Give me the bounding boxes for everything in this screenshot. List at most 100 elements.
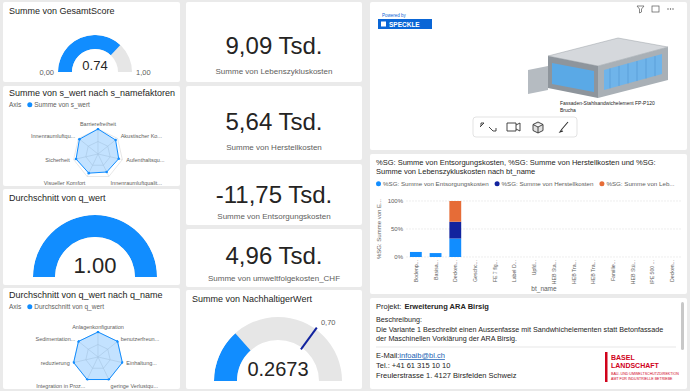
gauge-fill (58, 35, 120, 72)
panel-radar (3, 86, 180, 186)
model-seam (646, 59, 647, 79)
logo-subtext: BAU- UND UMWELTSCHUTZDIREKTION (611, 372, 679, 376)
bar (410, 252, 422, 257)
radar-axis-label: Anlagenkonfiguration (72, 324, 124, 330)
bar (430, 253, 442, 254)
radar-axis-label: Barrierefreiheit (80, 121, 117, 127)
model-label: Fassaden-Stahlsandwichelement FP-P120 (560, 100, 655, 106)
card-label: Summe von Entsorgungskosten (217, 212, 330, 221)
description: Die Variante 1 Beschreibt einen Aussenfa… (376, 325, 663, 343)
text-line: der Maschinellen Vorklärung der ARA Birs… (376, 334, 517, 343)
address: Freulerstrasse 1. 4127 Birsfelden Schwei… (376, 371, 517, 380)
x-tick-label: HEB Tra... (571, 260, 577, 284)
card (186, 86, 362, 160)
dashboard: Summe von GesamtScore0.740,001,00Durchsc… (0, 0, 690, 391)
radar-point (97, 331, 100, 334)
x-tick-label: HEB Tra... (590, 260, 596, 284)
radar-point (121, 361, 124, 364)
panel-project (370, 298, 687, 389)
card (186, 2, 362, 82)
toolbar-camera[interactable] (507, 123, 520, 131)
x-axis-title: bt_name (531, 285, 557, 293)
card-label: Summe von Lebenszykluskosten (216, 67, 333, 76)
toolbar-brush[interactable] (560, 122, 568, 132)
gauge-fill-group (33, 215, 157, 277)
project-title-prefix: Projekt: (376, 302, 401, 311)
logo-text: LANDSCHAFT (611, 362, 660, 369)
model-label: Brucha (560, 107, 576, 113)
viewer-toolbar (473, 117, 577, 137)
bars-group (410, 201, 461, 257)
3d-model (528, 38, 668, 98)
radar-point (72, 361, 75, 364)
chart-title: Summe von NachhaltigerWert (192, 294, 312, 304)
bar (449, 201, 461, 222)
y-tick-label: 50% (391, 226, 404, 232)
email-link[interactable]: infoaib@bl.ch (399, 351, 445, 360)
gauge-fill-group (58, 35, 120, 72)
bar (666, 257, 678, 258)
project-title-name: Erweiterung ARA Birsig (404, 302, 489, 311)
card-label: Summe von umweltfolgekosten_CHF (208, 274, 340, 283)
legend-swatch (599, 181, 604, 186)
radar-point (75, 158, 78, 161)
bar (528, 257, 540, 258)
grid-line (406, 201, 682, 202)
bar (627, 257, 639, 258)
model-seam (637, 61, 638, 81)
bar (489, 257, 501, 258)
legend-swatch (27, 102, 32, 107)
bar (548, 257, 560, 258)
legend-label: %SG: Summe von Herstellkosten (502, 180, 594, 187)
text-line: %SG: Summe von Entsorgungskosten, %SG: S… (376, 158, 656, 167)
gauge-fill-group (214, 333, 251, 381)
scrollbar[interactable] (681, 302, 684, 350)
radar-point (116, 340, 119, 343)
text-line: Die Variante 1 Beschreibt einen Aussenfa… (376, 325, 663, 334)
description-label: Beschreibung: (376, 315, 422, 324)
radar-axis-label: Aufenthaltsqu... (126, 157, 165, 163)
toolbar-expand[interactable] (480, 123, 496, 131)
logo-subtext: AMT FÜR INDUSTRIELLE BETRIEBE (611, 377, 673, 381)
project-title: Projekt:Erweiterung ARA Birsig (376, 302, 489, 311)
more-icon (667, 8, 668, 9)
x-tick-label: HEB Stü... (630, 260, 636, 284)
legend-swatch (495, 181, 500, 186)
email-label: E-Mail: (376, 351, 399, 360)
radar-point (108, 378, 111, 381)
legend-swatch (376, 181, 381, 186)
bar (666, 257, 678, 258)
model-panel (604, 54, 662, 90)
radar-axis-label: Akustischer Ko... (121, 133, 163, 139)
gauge-fill (214, 333, 251, 381)
radar-point (86, 378, 89, 381)
chart-title: Summe von s_wert nach s_namefaktoren (9, 88, 175, 98)
bar (627, 257, 639, 258)
panel-radar (3, 288, 180, 389)
model-seam (619, 66, 620, 86)
bar (509, 257, 521, 258)
chart-title: %SG: Summe von Entsorgungskosten, %SG: S… (376, 158, 656, 176)
text-line: Summe von Lebenszykluskosten nach bt_nam… (376, 167, 535, 176)
radar-series-group (72, 331, 123, 381)
legend-label: %SG: Summe von Leb... (606, 180, 674, 187)
radar-axis-label: Sicherheit (45, 157, 70, 163)
card (186, 229, 362, 287)
bar (568, 257, 580, 258)
legend-label: Durchschnitt von q_wert (34, 303, 104, 311)
bar (587, 257, 599, 258)
x-tick-label: Upfd... (531, 260, 537, 275)
x-tick-label: Decken... (669, 260, 675, 282)
badge-logo (381, 22, 386, 27)
radar-point (87, 172, 90, 175)
x-tick-label: IPE 500 ... (649, 260, 655, 284)
model-face (598, 47, 668, 98)
radar-point (97, 128, 100, 131)
gauge-track (33, 215, 157, 277)
bar (430, 253, 442, 257)
toolbar-bg (473, 117, 577, 137)
toolbar-cube[interactable] (533, 122, 543, 133)
x-tick-label: Decken... (452, 260, 458, 282)
model-face (548, 56, 598, 98)
gauge-value: 0.74 (82, 58, 107, 73)
